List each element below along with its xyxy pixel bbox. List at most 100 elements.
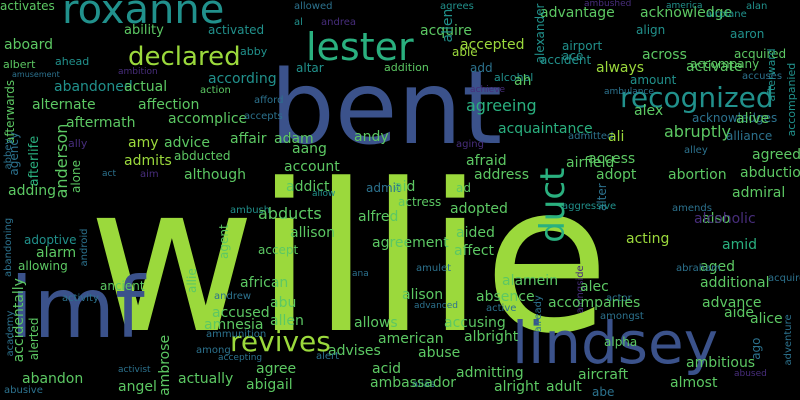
word-adam: adam: [274, 131, 314, 147]
word-airfield: airfield: [566, 155, 615, 171]
word-abigail: abigail: [246, 377, 293, 393]
word-aang: aang: [292, 141, 327, 157]
word-bent: bent: [270, 49, 503, 168]
word-activity: activity: [62, 293, 99, 304]
word-altar: altar: [296, 61, 324, 75]
word-aged: aged: [700, 259, 735, 275]
word-allows: allows: [354, 315, 398, 331]
word-agreement: agreement: [372, 235, 449, 251]
word-actor: actor: [606, 293, 632, 304]
word-actress: actress: [398, 195, 442, 209]
word-alert: alert: [316, 351, 340, 362]
word-addict: addict: [286, 179, 330, 195]
word-accepted: accepted: [460, 37, 525, 53]
word-allison: allison: [290, 225, 335, 241]
word-acknowledge: acknowledge: [640, 5, 733, 21]
word-alex: alex: [634, 103, 664, 119]
word-additional: additional: [700, 275, 770, 291]
word-abuse: abuse: [418, 345, 461, 361]
word-accompanied: accompanied: [785, 62, 798, 137]
word-activist: activist: [118, 365, 151, 375]
word-ambition: ambition: [118, 67, 158, 77]
word-almost: almost: [670, 375, 718, 391]
word-aboard: aboard: [4, 37, 54, 53]
word-abu: abu: [270, 295, 297, 311]
word-abandoning: abandoning: [3, 217, 14, 277]
word-adoptive: adoptive: [24, 233, 77, 247]
word-alpha: alpha: [604, 335, 638, 349]
word-affect: affect: [454, 243, 495, 259]
word-accusing: accusing: [444, 315, 506, 331]
word-alec: alec: [580, 279, 609, 295]
word-agrees: agrees: [440, 1, 474, 12]
word-alerted: alerted: [27, 317, 41, 361]
word-airport: airport: [562, 39, 603, 53]
word-andrew: andrew: [214, 291, 252, 302]
word-among: among: [196, 345, 231, 356]
word-adopt: adopt: [596, 167, 637, 183]
word-already: already: [533, 295, 544, 333]
word-alcoholic: alcoholic: [694, 211, 756, 227]
word-ah: ah: [514, 73, 532, 89]
word-andy: andy: [354, 129, 389, 145]
word-alice: alice: [750, 311, 783, 327]
word-ad: ad: [456, 181, 471, 195]
word-address: address: [474, 167, 530, 183]
word-lester: lester: [306, 25, 414, 69]
word-abducts: abducts: [258, 204, 322, 223]
word-admitting: admitting: [456, 365, 524, 381]
word-abby: abby: [240, 45, 268, 58]
word-add: add: [470, 61, 493, 75]
word-academy: academy: [5, 310, 16, 357]
word-acid: acid: [372, 361, 402, 377]
word-abducted: abducted: [174, 149, 231, 163]
word-adding: adding: [8, 183, 57, 199]
word-admits: admits: [124, 153, 172, 169]
word-accused: accused: [212, 305, 270, 321]
word-acting: acting: [626, 231, 670, 247]
word-america: america: [666, 1, 703, 11]
word-allowed: allowed: [294, 1, 333, 12]
word-absence: absence: [476, 289, 535, 305]
word-ana: ana: [352, 269, 369, 279]
word-abortion: abortion: [668, 167, 727, 183]
word-amount: amount: [630, 73, 677, 87]
word-affair: affair: [230, 131, 267, 147]
word-ambassador: ambassador: [370, 375, 457, 391]
word-ability: ability: [124, 23, 164, 38]
word-admitted: admitted: [568, 131, 614, 142]
word-aided: aided: [456, 225, 495, 241]
word-amends: amends: [672, 203, 712, 214]
word-acquired: acquired: [734, 47, 787, 61]
word-amulet: amulet: [416, 263, 452, 274]
word-agreeing: agreeing: [466, 96, 537, 115]
word-andrea: andrea: [321, 17, 356, 28]
word-act: act: [102, 169, 116, 179]
word-activate: activate: [686, 59, 743, 75]
word-afraid: afraid: [466, 153, 507, 169]
word-ambulance: ambulance: [604, 87, 654, 97]
word-account: account: [284, 159, 340, 175]
word-ambitious: ambitious: [686, 355, 756, 371]
word-roxanne: roxanne: [62, 0, 225, 33]
word-al: al: [294, 17, 303, 28]
word-alley: alley: [684, 145, 708, 156]
word-amy: amy: [128, 135, 159, 151]
word-aaron: aaron: [730, 27, 765, 41]
word-abruptly: abruptly: [664, 122, 732, 141]
word-advantage: advantage: [540, 5, 615, 21]
word-amongst: amongst: [600, 311, 644, 322]
word-agent: agent: [217, 224, 231, 259]
word-alfred: alfred: [358, 209, 399, 225]
word-align: align: [636, 23, 666, 37]
word-although: although: [184, 167, 247, 183]
word-agree: agree: [256, 361, 297, 377]
word-allen: allen: [270, 313, 304, 329]
word-activated: activated: [208, 23, 265, 37]
word-accepts: accepts: [244, 111, 283, 122]
word-accept: accept: [258, 243, 299, 257]
word-aim: aim: [140, 169, 159, 180]
word-achieve: achieve: [470, 85, 506, 95]
word-acquaintance: acquaintance: [498, 121, 593, 137]
